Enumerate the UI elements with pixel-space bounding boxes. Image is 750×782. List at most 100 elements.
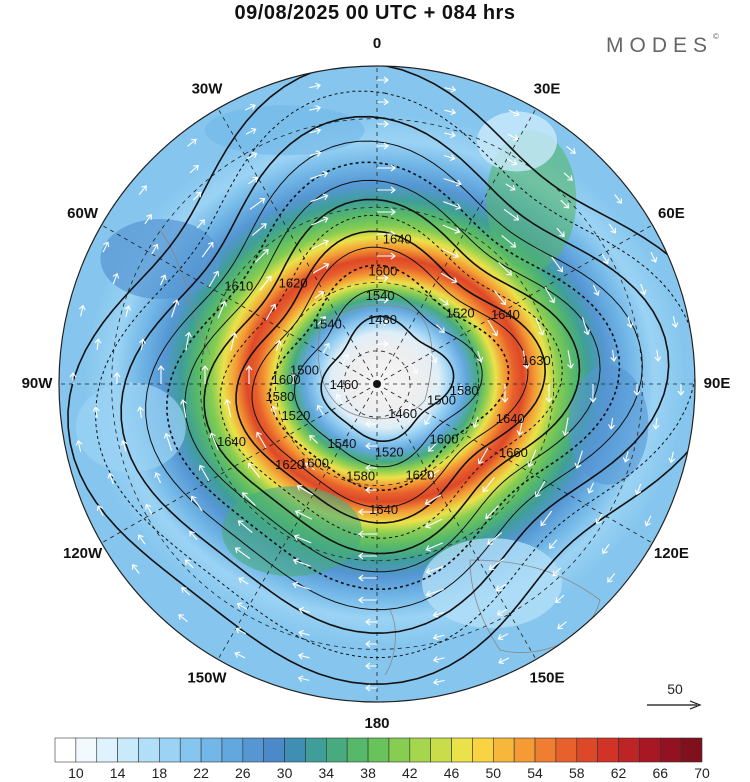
wind-arrow: [438, 297, 449, 306]
wind-arrow: [377, 340, 389, 348]
wind-arrow-head: [616, 198, 623, 204]
wind-arrow: [198, 464, 210, 482]
wind-arrow-head: [671, 322, 679, 328]
wind-arrow-shaft: [627, 316, 632, 328]
wind-arrow: [309, 127, 322, 135]
wind-arrow-head: [297, 675, 304, 683]
wind-arrow-head: [549, 543, 555, 549]
wind-arrow-shaft: [237, 603, 248, 610]
contour-label: 1500: [290, 363, 319, 378]
height-contour: [67, 66, 695, 685]
wind-arrow-head: [154, 472, 161, 478]
wind-arrow-shaft: [309, 435, 318, 444]
new-zealand-outline: [384, 609, 396, 676]
wind-arrow: [476, 351, 484, 363]
colorbar-swatch: [54, 737, 77, 763]
wind-arrow: [444, 85, 457, 93]
wind-arrow-head: [383, 296, 389, 304]
wind-arrow: [365, 662, 377, 670]
wind-arrow-shaft: [645, 515, 652, 527]
wind-arrow-head: [509, 184, 516, 191]
wind-arrow-shaft: [581, 317, 589, 335]
wind-arrow-shaft: [498, 633, 509, 640]
wind-arrow: [113, 372, 121, 384]
meridian-line: [217, 108, 378, 385]
brand-text: MODES: [606, 34, 714, 57]
wind-arrow: [535, 317, 545, 336]
wind-arrow-shaft: [430, 469, 440, 477]
contour-label: 1600: [300, 455, 329, 470]
longitude-label: 60E: [658, 205, 685, 222]
wind-arrow-shaft: [607, 573, 616, 583]
contour-label: 1620: [405, 467, 434, 482]
wind-arrow-head: [224, 398, 231, 405]
wind-arrow-shaft: [165, 433, 173, 451]
wind-arrow: [626, 316, 634, 329]
longitude-label: 120E: [654, 545, 689, 562]
longitude-label: 0: [373, 35, 381, 52]
wind-arrow-head: [593, 290, 600, 296]
wind-arrow-head: [292, 581, 299, 589]
wind-arrow-head: [383, 274, 389, 282]
wind-arrow-head: [270, 303, 277, 310]
wind-arrow-shaft: [245, 128, 256, 135]
colorbar-swatch: [388, 737, 411, 763]
wind-arrow-shaft: [433, 634, 445, 639]
wind-arrow: [309, 82, 321, 90]
wind-arrow: [310, 216, 329, 226]
wind-arrow-head: [523, 363, 530, 370]
wind-arrow-head: [365, 464, 371, 472]
wind-arrow-head: [289, 372, 297, 378]
wind-arrow-shaft: [102, 241, 109, 253]
wind-arrow-head: [261, 223, 267, 229]
wind-arrow-head: [270, 405, 278, 412]
wind-arrow-head: [160, 274, 167, 281]
wind-arrow-shaft: [265, 304, 276, 321]
wind-arrow-shaft: [185, 559, 194, 569]
wind-arrow-head: [390, 230, 396, 238]
wind-arrow: [652, 417, 660, 430]
wind-arrow-head: [315, 150, 322, 157]
wind-arrow-head: [425, 590, 432, 598]
wind-arrow-shaft: [238, 577, 249, 585]
wind-arrow: [292, 558, 311, 567]
wind-arrow-head: [562, 430, 569, 437]
wind-arrow-shaft: [428, 443, 437, 452]
colorbar-tick-label: 38: [360, 765, 376, 781]
wind-arrow-shaft: [311, 240, 329, 250]
wind-arrow: [634, 483, 642, 496]
wind-arrow-head: [120, 439, 128, 446]
wind-arrow: [309, 434, 318, 444]
south-america-outline: [159, 229, 211, 356]
colorbar-swatch: [200, 737, 223, 763]
wind-arrow-head: [189, 530, 195, 537]
wind-arrow-shaft: [305, 462, 316, 471]
wind-arrow: [92, 406, 100, 419]
wind-arrow-shaft: [425, 518, 443, 528]
wind-arrow: [508, 109, 520, 117]
wind-arrow-head: [570, 148, 576, 154]
wind-arrow-shaft: [336, 394, 343, 405]
wind-arrow-head: [315, 82, 321, 90]
wind-arrow-head: [450, 108, 457, 116]
wind-arrow-shaft: [199, 465, 210, 482]
wind-arrow-head: [298, 629, 304, 637]
wind-arrow: [505, 183, 516, 191]
wind-arrow-shaft: [132, 564, 140, 574]
wind-arrow-head: [296, 484, 303, 491]
colorbar-swatch: [284, 737, 306, 763]
wind-arrow: [358, 552, 377, 560]
colorbar-swatch: [159, 737, 181, 763]
wind-arrow-head: [230, 332, 238, 338]
wind-arrow-shaft: [614, 194, 622, 204]
wind-arrow: [94, 338, 102, 351]
contour-label: 1480: [368, 312, 397, 327]
colorbar-tick-label: 50: [486, 765, 502, 781]
wind-arrow: [424, 494, 442, 505]
wind-arrow: [622, 451, 630, 463]
wind-arrow-head: [180, 399, 187, 405]
reference-arrow-head: [689, 700, 702, 710]
wind-arrow-shaft: [593, 284, 599, 296]
wind-arrow-shaft: [310, 172, 328, 180]
wind-arrow-shaft: [564, 417, 569, 436]
